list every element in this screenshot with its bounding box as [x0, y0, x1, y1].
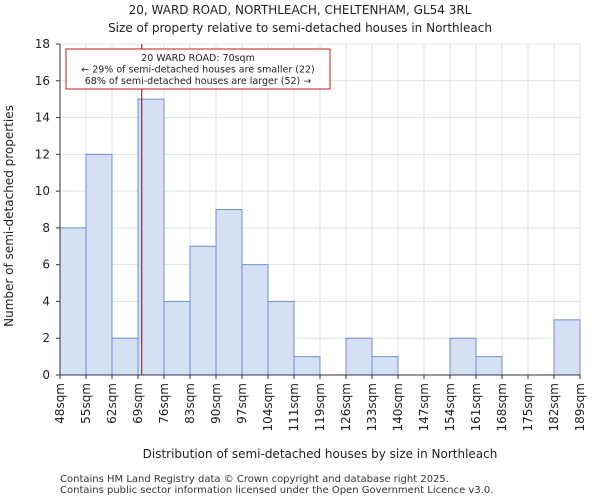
y-tick-label: 10 — [35, 184, 50, 198]
x-tick-label: 126sqm — [339, 383, 353, 431]
annotation-box — [65, 48, 331, 90]
y-axis-label: Number of semi-detached properties — [2, 105, 16, 327]
x-tick-label: 168sqm — [495, 383, 509, 431]
y-tick-label: 4 — [42, 294, 50, 308]
histogram-bar — [163, 300, 191, 376]
y-tick-label: 16 — [35, 74, 50, 88]
histogram-bar — [475, 356, 503, 376]
y-tick-label: 6 — [42, 258, 50, 272]
x-axis-label: Distribution of semi-detached houses by … — [143, 447, 498, 461]
x-tick-label: 97sqm — [235, 383, 249, 424]
x-tick-label: 76sqm — [157, 383, 171, 424]
histogram-bar — [553, 319, 581, 376]
histogram-bar — [241, 264, 269, 376]
x-tick-label: 175sqm — [521, 383, 535, 431]
x-tick-label: 48sqm — [53, 383, 67, 424]
y-tick-label: 18 — [35, 37, 50, 51]
annotation-line: 20 WARD ROAD: 70sqm — [141, 53, 255, 64]
histogram-bar — [267, 300, 295, 376]
chart-subtitle: Size of property relative to semi-detach… — [108, 21, 492, 35]
property-marker: 20 WARD ROAD: 70sqm← 29% of semi-detache… — [65, 44, 331, 375]
x-tick-label: 104sqm — [261, 383, 275, 431]
x-tick-label: 154sqm — [443, 383, 457, 431]
y-tick-label: 2 — [42, 331, 50, 345]
histogram-bar — [345, 337, 373, 376]
x-tick-label: 62sqm — [105, 383, 119, 424]
x-tick-label: 119sqm — [313, 383, 327, 431]
y-tick-label: 0 — [42, 368, 50, 382]
x-tick-label: 90sqm — [209, 383, 223, 424]
y-tick-label: 8 — [42, 221, 50, 235]
x-tick-label: 83sqm — [183, 383, 197, 424]
footer-licence: Contains public sector information licen… — [60, 485, 494, 496]
x-tick-label: 111sqm — [287, 383, 301, 431]
histogram-bar — [59, 227, 87, 376]
y-tick-label: 14 — [35, 111, 50, 125]
annotation-line: ← 29% of semi-detached houses are smalle… — [81, 65, 315, 76]
x-tick-label: 55sqm — [79, 383, 93, 424]
y-tick-label: 12 — [35, 147, 50, 161]
histogram-bar — [371, 356, 399, 376]
histogram-bar — [293, 356, 321, 376]
bars — [59, 98, 581, 376]
x-tick-label: 140sqm — [391, 383, 405, 431]
histogram-bar — [137, 98, 165, 376]
x-tick-label: 189sqm — [573, 383, 587, 431]
histogram-bar — [189, 245, 217, 376]
histogram-bar — [111, 337, 139, 376]
annotation-line: 68% of semi-detached houses are larger (… — [85, 76, 312, 87]
x-tick-label: 147sqm — [417, 383, 431, 431]
histogram-bar — [85, 153, 113, 376]
chart-title: 20, WARD ROAD, NORTHLEACH, CHELTENHAM, G… — [129, 3, 472, 17]
x-tick-label: 69sqm — [131, 383, 145, 424]
histogram-bar — [449, 337, 477, 376]
histogram-bar — [215, 209, 243, 376]
x-tick-label: 133sqm — [365, 383, 379, 431]
footer-copyright: Contains HM Land Registry data © Crown c… — [60, 474, 449, 485]
x-tick-label: 182sqm — [547, 383, 561, 431]
axes: 0 2 4 6 8 10 12 14 16 18 48sqm 55sqm 62sqm 69sqm 76sqm… — [35, 37, 587, 431]
x-tick-label: 161sqm — [469, 383, 483, 431]
